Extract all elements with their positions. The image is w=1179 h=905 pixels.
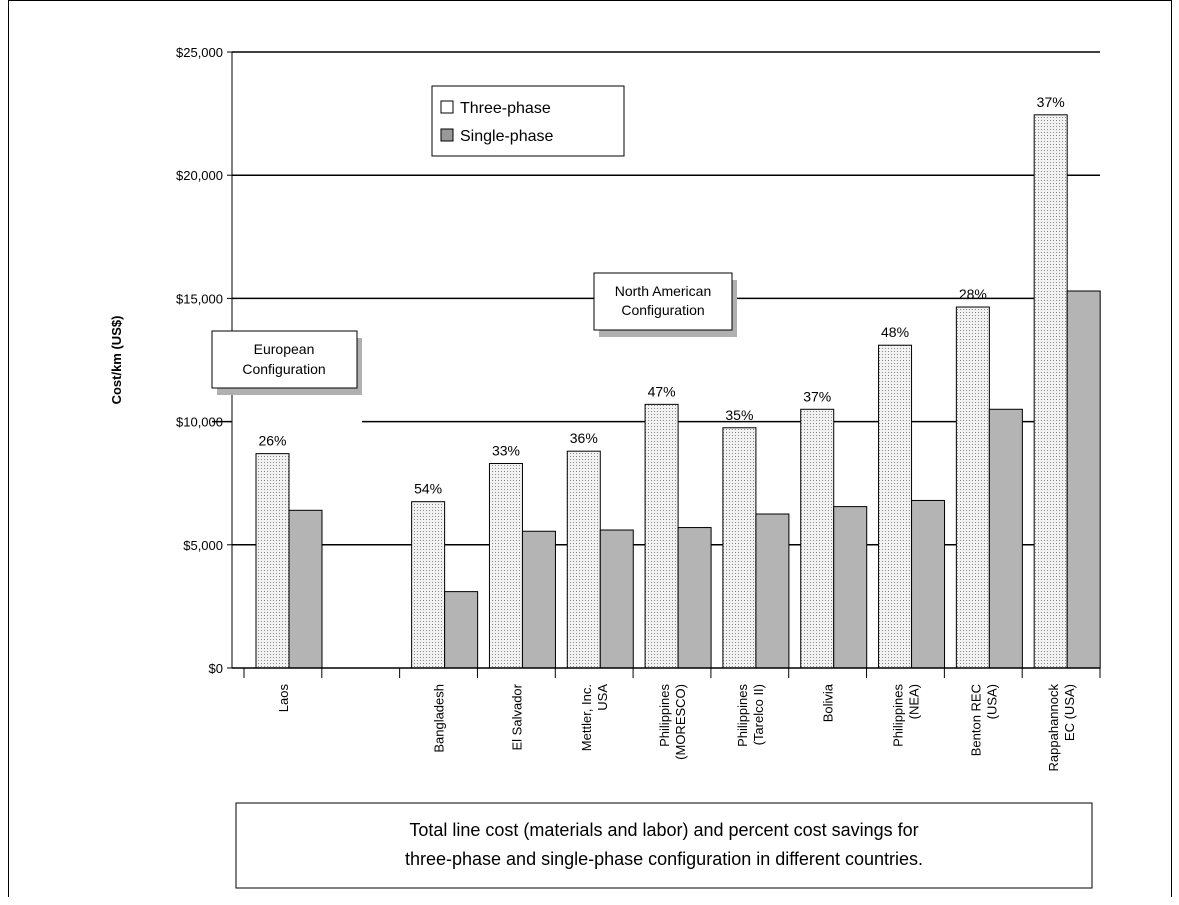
bar-single-phase	[521, 530, 556, 669]
axes: $0 $5,000 $10,000 $15,000 $20,000 $25,000 Laos…	[176, 45, 1101, 772]
figure-frame	[8, 0, 1172, 897]
y-tick-label: $10,000	[176, 415, 223, 430]
north-american-annotation: North American Configuration	[593, 272, 737, 337]
category-label: (Tarelco II)	[751, 684, 766, 745]
north-american-line-1: North American	[615, 283, 711, 299]
percent-label: 26%	[258, 433, 286, 449]
category-label: Mettler, Inc.	[579, 684, 594, 751]
bar-three-phase	[955, 306, 990, 669]
bar-three-phase	[722, 427, 757, 669]
category-label: (MORESCO)	[673, 684, 688, 760]
caption: Total line cost (materials and labor) an…	[235, 802, 1093, 889]
category-label: Laos	[276, 684, 291, 713]
bar-single-phase	[833, 506, 868, 669]
legend-label-three-phase: Three-phase	[460, 100, 551, 117]
percent-label: 37%	[803, 388, 831, 404]
category-label: Philippines	[657, 684, 672, 747]
category-label: El Salvador	[509, 683, 524, 750]
percent-label: 28%	[959, 286, 987, 302]
bar-three-phase	[800, 408, 835, 669]
category-label: (USA)	[984, 684, 999, 719]
y-tick-label: $25,000	[176, 45, 223, 60]
european-line-1: European	[254, 341, 315, 357]
legend-swatch-single-phase	[440, 128, 454, 142]
category-label: Bolivia	[821, 683, 836, 722]
bar-single-phase	[677, 527, 712, 669]
y-tick-label: $20,000	[176, 168, 223, 183]
north-american-line-2: Configuration	[621, 302, 704, 318]
y-tick-label: $15,000	[176, 291, 223, 306]
bar-three-phase	[878, 344, 913, 669]
bar-single-phase	[911, 499, 946, 669]
bar-single-phase	[599, 529, 634, 669]
caption-line-2: three-phase and single-phase configurati…	[405, 849, 923, 869]
category-label: Philippines	[735, 684, 750, 747]
percent-label: 47%	[648, 383, 676, 399]
caption-line-1: Total line cost (materials and labor) an…	[409, 820, 918, 840]
bars: 26% 54% 33% 36% 47% 35% 37% 48% 28% 37%	[255, 94, 1101, 669]
annotation-box	[211, 330, 358, 389]
percent-label: 36%	[570, 430, 598, 446]
y-axis-label: Cost/km (US$)	[109, 316, 124, 405]
category-label: Philippines	[890, 684, 905, 747]
bar-three-phase	[488, 462, 523, 669]
percent-label: 48%	[881, 324, 909, 340]
y-tick-label: $0	[209, 661, 223, 676]
category-label: USA	[595, 684, 610, 711]
category-label: Benton REC	[968, 684, 983, 756]
caption-box	[235, 802, 1093, 889]
percent-label: 37%	[1037, 94, 1065, 110]
bar-three-phase	[644, 403, 679, 669]
y-tick-label: $5,000	[183, 538, 223, 553]
percent-label: 35%	[725, 407, 753, 423]
bar-single-phase	[988, 408, 1023, 669]
category-label: (NEA)	[906, 684, 921, 719]
bar-three-phase	[1033, 114, 1068, 669]
bar-three-phase	[255, 453, 290, 669]
category-label: Rappahannock	[1046, 684, 1061, 772]
category-label: Bangladesh	[432, 684, 447, 753]
legend: Three-phase Single-phase	[431, 85, 625, 157]
percent-label: 33%	[492, 442, 520, 458]
percent-label: 54%	[414, 481, 442, 497]
european-annotation: European Configuration	[211, 330, 362, 395]
annotation-box	[593, 272, 733, 331]
european-line-2: Configuration	[242, 361, 325, 377]
bar-three-phase	[411, 501, 446, 669]
legend-label-single-phase: Single-phase	[460, 128, 554, 145]
category-label: EC (USA)	[1062, 684, 1077, 741]
bar-single-phase	[288, 509, 323, 669]
bar-single-phase	[1066, 290, 1101, 669]
bar-single-phase	[444, 591, 479, 669]
bar-three-phase	[566, 450, 601, 669]
legend-box	[431, 85, 625, 157]
bar-single-phase	[755, 513, 790, 669]
legend-swatch-three-phase	[440, 100, 454, 114]
